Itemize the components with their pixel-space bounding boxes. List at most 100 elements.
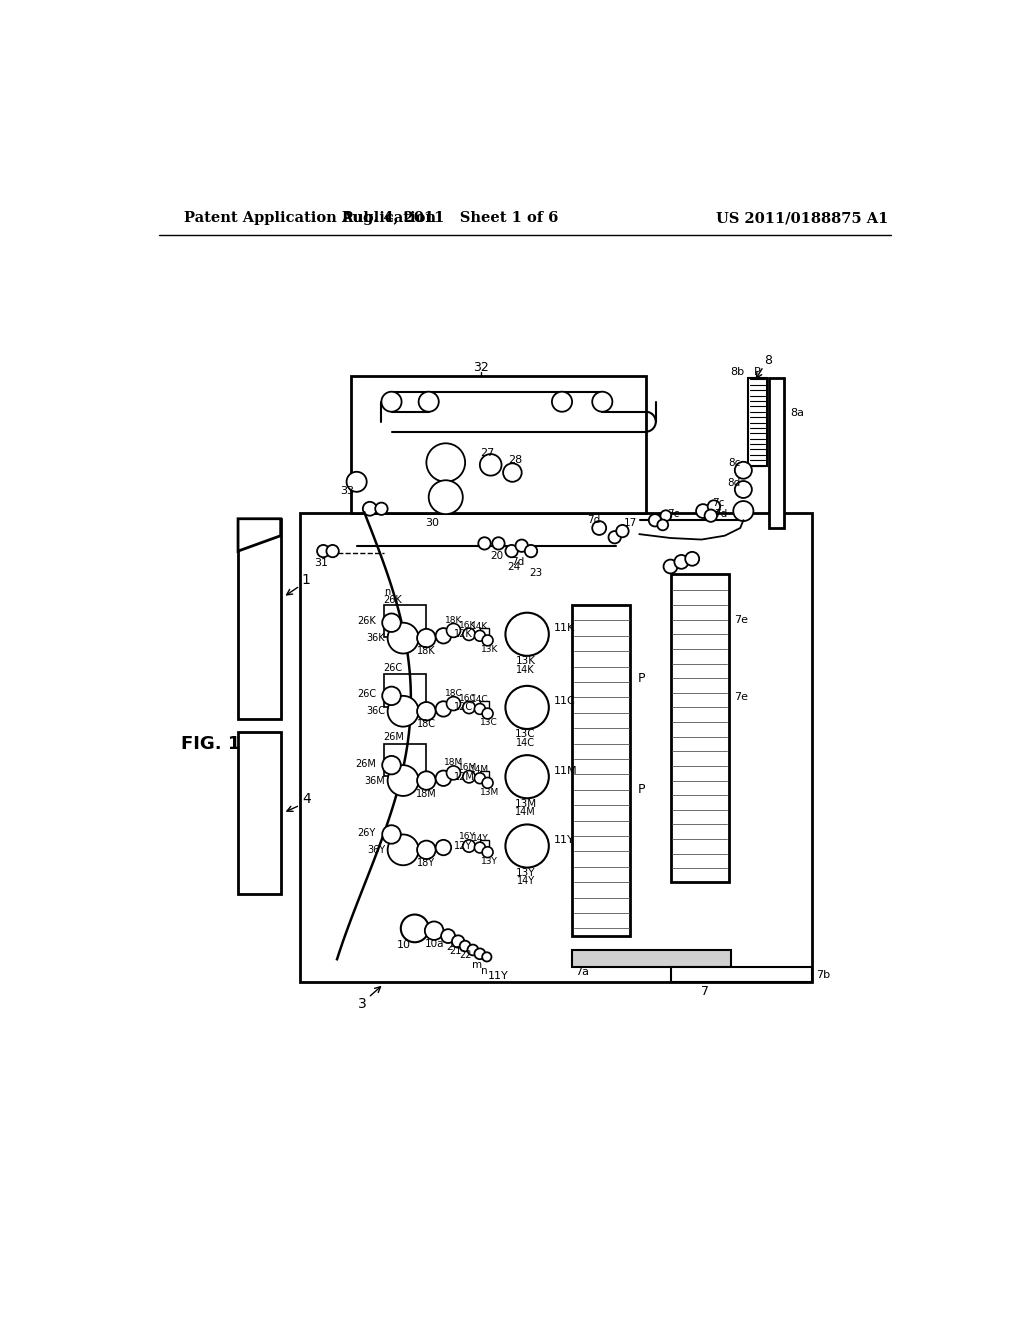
Text: 18M: 18M	[416, 788, 437, 799]
Text: 22: 22	[459, 950, 471, 961]
Text: 10a: 10a	[424, 939, 443, 949]
Text: n: n	[384, 587, 390, 597]
Text: 12M: 12M	[454, 772, 474, 781]
Circle shape	[592, 392, 612, 412]
Text: 26K: 26K	[357, 616, 376, 626]
Circle shape	[478, 537, 490, 549]
Circle shape	[515, 540, 528, 552]
Text: 12K: 12K	[454, 630, 472, 639]
Circle shape	[474, 704, 485, 714]
Text: 7b: 7b	[816, 970, 830, 979]
Text: 8c: 8c	[728, 458, 740, 469]
Circle shape	[649, 515, 662, 527]
Text: 7c: 7c	[713, 499, 725, 508]
Circle shape	[446, 697, 461, 710]
Text: 23: 23	[529, 568, 543, 578]
Text: 7: 7	[701, 985, 710, 998]
Bar	[572, 605, 630, 936]
Text: Patent Application Publication: Patent Application Publication	[183, 211, 436, 226]
Circle shape	[467, 945, 478, 956]
Text: 16C: 16C	[459, 694, 476, 702]
Circle shape	[388, 623, 419, 653]
Text: P: P	[638, 672, 645, 685]
Circle shape	[382, 825, 400, 843]
Text: 12C: 12C	[454, 702, 473, 713]
Text: P: P	[638, 783, 645, 796]
Circle shape	[482, 708, 493, 719]
Text: 13C: 13C	[515, 730, 536, 739]
Circle shape	[524, 545, 538, 557]
Circle shape	[463, 628, 475, 640]
Circle shape	[446, 623, 461, 638]
Text: 8d: 8d	[727, 478, 740, 488]
Text: 18K: 18K	[444, 616, 462, 624]
Circle shape	[482, 847, 493, 858]
Text: 26M: 26M	[355, 759, 376, 768]
Circle shape	[552, 392, 572, 412]
Circle shape	[417, 628, 435, 647]
Text: 4: 4	[302, 792, 310, 807]
Text: 36Y: 36Y	[368, 845, 385, 855]
Text: 10: 10	[397, 940, 411, 950]
Circle shape	[660, 511, 672, 521]
Circle shape	[435, 628, 452, 644]
Circle shape	[417, 771, 435, 789]
Bar	[238, 733, 281, 894]
Text: 16Y: 16Y	[459, 833, 476, 841]
Circle shape	[675, 554, 688, 569]
Text: 7a: 7a	[575, 966, 589, 977]
Circle shape	[382, 614, 400, 632]
Circle shape	[388, 766, 419, 796]
Text: 14C: 14C	[516, 738, 536, 748]
Bar	[748, 378, 767, 466]
Circle shape	[733, 502, 754, 521]
Circle shape	[506, 612, 549, 656]
Text: Aug. 4, 2011   Sheet 1 of 6: Aug. 4, 2011 Sheet 1 of 6	[341, 211, 558, 226]
Text: 26C: 26C	[357, 689, 376, 700]
Circle shape	[452, 936, 464, 948]
Text: 14Y: 14Y	[471, 834, 488, 842]
Circle shape	[435, 701, 452, 717]
Circle shape	[463, 701, 475, 714]
Circle shape	[506, 825, 549, 867]
Circle shape	[375, 503, 388, 515]
Text: 21: 21	[449, 946, 461, 957]
Text: 26M: 26M	[384, 733, 404, 742]
Circle shape	[435, 840, 452, 855]
Circle shape	[735, 462, 752, 479]
Text: 16M: 16M	[458, 763, 477, 772]
Text: 36K: 36K	[367, 634, 385, 643]
Circle shape	[446, 766, 461, 780]
Text: 8: 8	[764, 354, 772, 367]
Circle shape	[429, 480, 463, 515]
Bar	[238, 519, 281, 719]
Circle shape	[474, 842, 485, 853]
Circle shape	[482, 777, 493, 788]
Text: 11K: 11K	[554, 623, 575, 634]
Bar	[480, 628, 489, 638]
Circle shape	[474, 948, 485, 960]
Text: 13Y: 13Y	[516, 869, 536, 878]
Text: US 2011/0188875 A1: US 2011/0188875 A1	[716, 211, 889, 226]
Circle shape	[664, 560, 678, 573]
Circle shape	[657, 520, 669, 531]
Circle shape	[435, 771, 452, 785]
Text: 1: 1	[302, 573, 310, 587]
Text: 12Y: 12Y	[454, 841, 472, 851]
Bar	[384, 743, 426, 776]
Bar	[384, 605, 426, 638]
Text: 18C: 18C	[417, 719, 436, 730]
Circle shape	[696, 504, 710, 517]
Text: 8b: 8b	[730, 367, 744, 378]
Bar	[384, 675, 426, 706]
Circle shape	[362, 502, 377, 516]
Circle shape	[388, 696, 419, 726]
Circle shape	[474, 774, 485, 784]
Text: 11M: 11M	[554, 766, 578, 776]
Text: 14M: 14M	[470, 764, 489, 774]
Text: 7d: 7d	[587, 515, 600, 525]
Circle shape	[608, 531, 621, 544]
Text: 24: 24	[508, 561, 521, 572]
Circle shape	[705, 510, 717, 521]
Circle shape	[616, 525, 629, 537]
